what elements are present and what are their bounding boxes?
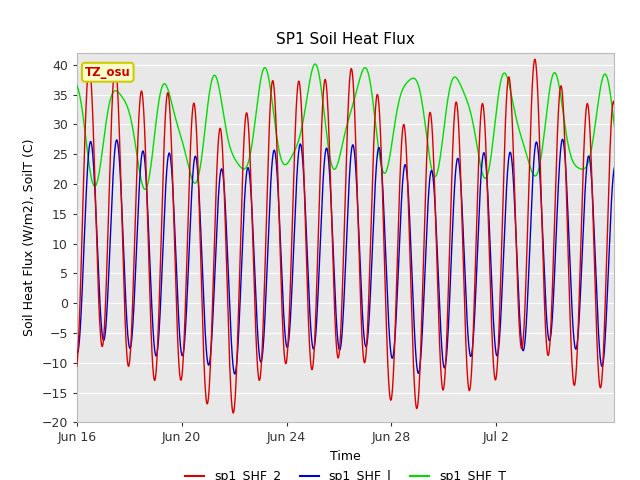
sp1_SHF_2	[611, 101, 618, 107]
sp1_SHF_T	[171, 112, 179, 118]
Line: sp1_SHF_T: sp1_SHF_T	[77, 64, 614, 190]
Text: TZ_osu: TZ_osu	[85, 66, 131, 79]
sp1_SHF_T	[515, 126, 523, 132]
sp1_SHF_l	[474, 235, 482, 240]
X-axis label: Time: Time	[330, 450, 361, 463]
sp1_SHF_l	[611, 165, 618, 170]
sp1_SHF_T	[311, 61, 319, 67]
sp1_SHF_l	[231, 371, 239, 377]
sp1_SHF_2	[396, 193, 403, 199]
sp1_SHF_T	[474, 150, 482, 156]
sp1_SHF_T	[423, 133, 431, 139]
sp1_SHF_l	[171, 220, 179, 226]
sp1_SHF_l	[396, 244, 403, 250]
Y-axis label: Soil Heat Flux (W/m2), SoilT (C): Soil Heat Flux (W/m2), SoilT (C)	[23, 139, 36, 336]
Line: sp1_SHF_2: sp1_SHF_2	[77, 60, 614, 413]
sp1_SHF_T	[141, 187, 149, 192]
sp1_SHF_2	[229, 410, 237, 416]
Line: sp1_SHF_l: sp1_SHF_l	[77, 139, 614, 374]
sp1_SHF_T	[73, 83, 81, 88]
sp1_SHF_2	[422, 159, 430, 165]
sp1_SHF_2	[531, 57, 539, 62]
sp1_SHF_l	[422, 231, 430, 237]
sp1_SHF_T	[611, 124, 618, 130]
Legend: sp1_SHF_2, sp1_SHF_l, sp1_SHF_T: sp1_SHF_2, sp1_SHF_l, sp1_SHF_T	[180, 465, 511, 480]
sp1_SHF_2	[278, 314, 286, 320]
Title: SP1 Soil Heat Flux: SP1 Soil Heat Flux	[276, 33, 415, 48]
sp1_SHF_l	[278, 284, 286, 289]
sp1_SHF_T	[278, 159, 286, 165]
sp1_SHF_l	[559, 136, 566, 142]
sp1_SHF_2	[515, 316, 523, 322]
sp1_SHF_T	[396, 96, 403, 102]
sp1_SHF_2	[171, 238, 179, 243]
sp1_SHF_l	[73, 349, 81, 355]
sp1_SHF_l	[515, 300, 523, 305]
sp1_SHF_2	[474, 174, 482, 180]
sp1_SHF_2	[73, 363, 81, 369]
